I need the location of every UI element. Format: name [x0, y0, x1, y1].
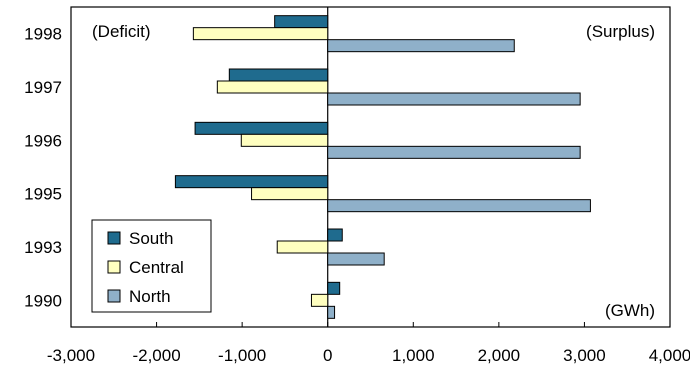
x-tick-label: 4,000	[649, 346, 690, 365]
bar-north-1990	[327, 305, 336, 319]
bar-central-1996	[240, 133, 329, 147]
bar-north-1996	[327, 145, 581, 159]
bar-central-1990	[310, 293, 329, 307]
bar-north-1997	[327, 92, 581, 106]
legend-label-central: Central	[129, 258, 184, 277]
bar-north-1995	[327, 199, 591, 213]
bar-south-1998	[274, 15, 329, 29]
y-tick-label: 1990	[24, 291, 62, 310]
x-tick-labels: -3,000 -2,000 -1,000 0 1,000 2,000 3,000 4,000	[47, 322, 690, 365]
bar-central-1995	[251, 187, 329, 201]
y-tick-label: 1995	[24, 185, 62, 204]
surplus-label: (Surplus)	[586, 22, 655, 41]
y-tick-label: 1993	[24, 238, 62, 257]
y-tick-label: 1997	[24, 78, 62, 97]
x-tick-label: -2,000	[132, 346, 180, 365]
bar-central-1997	[216, 80, 329, 94]
y-tick-labels: 1998 1997 1996 1995 1993 1990	[24, 25, 62, 311]
bar-south-1990	[327, 281, 341, 295]
bar-central-1998	[192, 27, 329, 41]
bar-south-1995	[174, 175, 329, 189]
bar-central-1993	[276, 240, 329, 254]
bar-south-1997	[228, 68, 329, 82]
legend-swatch-south	[107, 231, 121, 245]
legend-swatch-north	[107, 289, 121, 303]
bar-north-1998	[327, 39, 515, 53]
bar-group	[174, 15, 591, 319]
x-tick-label: 2,000	[478, 346, 521, 365]
legend-swatch-central	[107, 260, 121, 274]
bar-north-1993	[327, 252, 385, 266]
y-tick-label: 1996	[24, 131, 62, 150]
legend: South Central North	[91, 219, 212, 313]
plot-area-frame	[70, 6, 671, 328]
legend-label-south: South	[129, 229, 173, 248]
x-tick-label: -3,000	[47, 346, 95, 365]
bar-south-1993	[327, 228, 343, 242]
legend-label-north: North	[129, 287, 171, 306]
bar-south-1996	[194, 121, 329, 135]
x-tick-label: 0	[323, 346, 332, 365]
x-tick-label: -1,000	[218, 346, 266, 365]
unit-label: (GWh)	[605, 301, 655, 320]
x-tick-label: 1,000	[392, 346, 435, 365]
y-tick-label: 1998	[24, 25, 62, 44]
deficit-label: (Deficit)	[92, 22, 151, 41]
x-tick-label: 3,000	[563, 346, 606, 365]
